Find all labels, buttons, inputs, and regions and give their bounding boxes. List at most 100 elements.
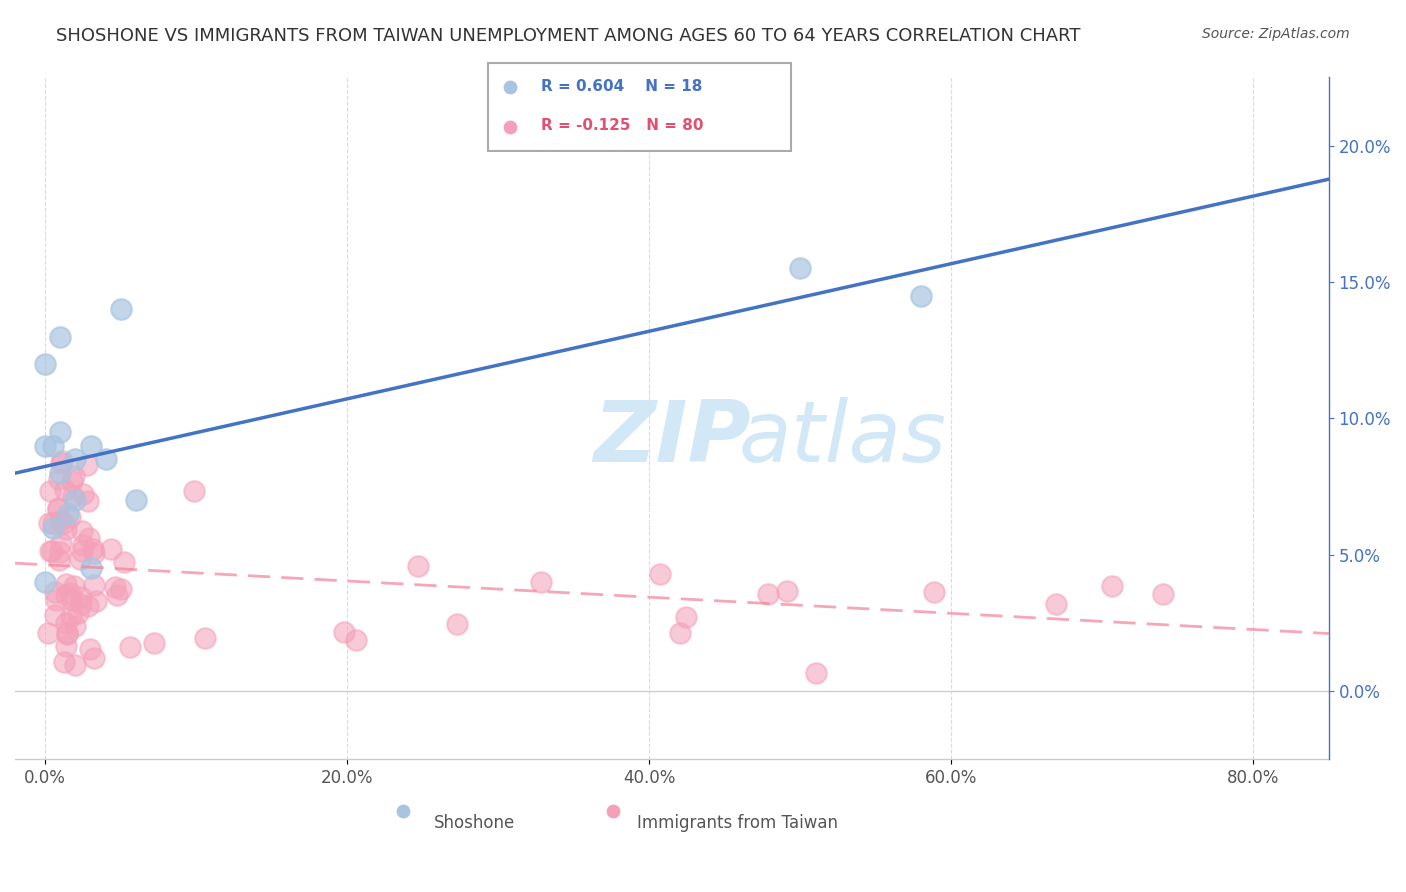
Point: [776, 584, 799, 599]
Point: [48, 544, 70, 558]
Point: [910, 288, 932, 302]
Point: [922, 585, 945, 599]
Point: [45, 592, 67, 607]
Point: [83, 578, 105, 592]
Point: [70, 543, 93, 558]
Point: [56, 625, 79, 640]
Point: [70, 597, 93, 611]
Point: [446, 616, 468, 631]
Text: R = 0.604    N = 18: R = 0.604 N = 18: [541, 78, 702, 94]
Point: [125, 493, 148, 508]
Point: [105, 588, 128, 602]
Point: [55, 615, 77, 630]
Point: [82, 542, 104, 557]
Point: [79, 642, 101, 657]
Point: [77, 531, 100, 545]
Point: [63, 579, 86, 593]
Point: [44, 584, 66, 599]
Point: [118, 640, 141, 654]
Point: [59, 586, 82, 600]
Point: [49, 466, 72, 480]
Point: [38, 516, 60, 530]
Point: [51, 454, 73, 468]
Point: [34, 575, 56, 590]
Point: [49, 456, 72, 470]
Point: [46, 501, 69, 516]
Point: [49, 329, 72, 343]
Text: SHOSHONE VS IMMIGRANTS FROM TAIWAN UNEMPLOYMENT AMONG AGES 60 TO 64 YEARS CORREL: SHOSHONE VS IMMIGRANTS FROM TAIWAN UNEMP…: [56, 27, 1081, 45]
Point: [79, 561, 101, 575]
Point: [42, 439, 65, 453]
Text: R = -0.125   N = 80: R = -0.125 N = 80: [541, 118, 703, 133]
Text: Immigrants from Taiwan: Immigrants from Taiwan: [637, 814, 838, 832]
Point: [41, 544, 63, 558]
Point: [37, 625, 59, 640]
Point: [1101, 578, 1123, 592]
Point: [76, 494, 98, 508]
Text: ZIP: ZIP: [593, 398, 751, 481]
Point: [49, 514, 72, 528]
Point: [55, 483, 77, 498]
Point: [344, 632, 367, 647]
Point: [63, 469, 86, 483]
Point: [77, 599, 100, 614]
Point: [648, 567, 671, 582]
Point: [34, 439, 56, 453]
Point: [42, 520, 65, 534]
Point: [60, 592, 83, 607]
Point: [53, 516, 76, 530]
Point: [530, 574, 553, 589]
Point: [104, 580, 127, 594]
Point: [332, 625, 354, 640]
Point: [55, 522, 77, 536]
Point: [49, 425, 72, 439]
Point: [83, 650, 105, 665]
Point: [38, 483, 60, 498]
Point: [479, 888, 502, 892]
Point: [70, 590, 93, 604]
Point: [49, 536, 72, 550]
Point: [76, 458, 98, 472]
Point: [55, 576, 77, 591]
Point: [756, 587, 779, 601]
Point: [48, 473, 70, 487]
Point: [72, 538, 94, 552]
Point: [65, 452, 87, 467]
Point: [46, 501, 69, 516]
Point: [112, 555, 135, 569]
Point: [194, 631, 217, 645]
Point: [55, 588, 77, 602]
Point: [1152, 587, 1174, 601]
Text: Shoshone: Shoshone: [434, 814, 516, 832]
Text: Source: ZipAtlas.com: Source: ZipAtlas.com: [1202, 27, 1350, 41]
Point: [42, 516, 65, 530]
Point: [59, 609, 82, 624]
Point: [183, 483, 205, 498]
Point: [72, 487, 94, 501]
Point: [34, 357, 56, 371]
Point: [48, 553, 70, 567]
Point: [499, 80, 522, 95]
Point: [100, 542, 122, 557]
Point: [79, 439, 101, 453]
Point: [70, 524, 93, 538]
Point: [63, 658, 86, 673]
FancyBboxPatch shape: [488, 63, 792, 151]
Point: [53, 655, 76, 669]
Point: [84, 594, 107, 608]
Point: [56, 507, 79, 521]
Point: [143, 636, 166, 650]
Point: [110, 302, 132, 317]
Point: [55, 639, 77, 653]
Point: [39, 544, 62, 558]
Point: [60, 474, 83, 488]
Point: [406, 558, 429, 573]
Point: [59, 510, 82, 524]
Point: [499, 120, 522, 134]
Point: [69, 552, 91, 566]
Point: [110, 582, 132, 597]
Point: [675, 610, 697, 624]
Point: [55, 627, 77, 641]
Point: [67, 606, 90, 620]
Text: atlas: atlas: [738, 398, 946, 481]
